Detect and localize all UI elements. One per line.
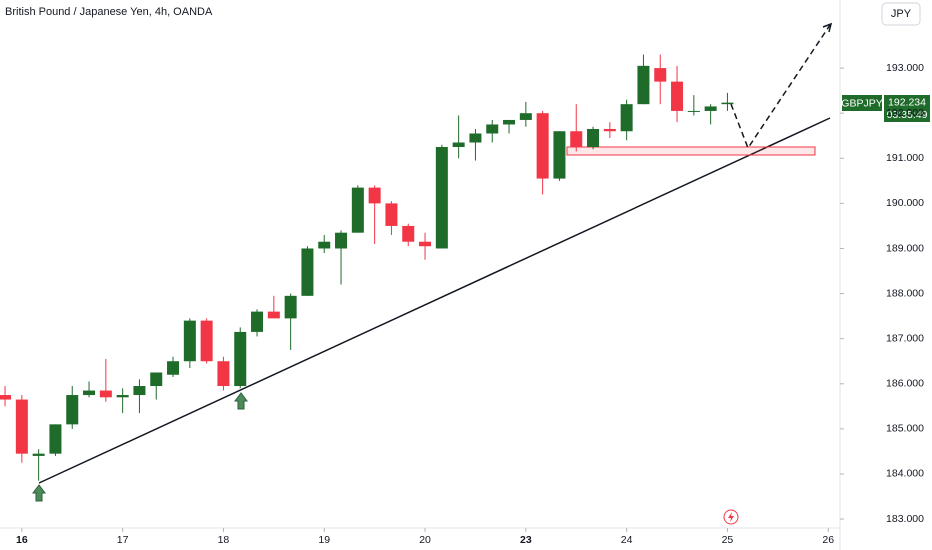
candle-body — [385, 203, 398, 226]
candle-body — [318, 241, 331, 249]
candle-body — [519, 113, 532, 120]
x-tick-label: 26 — [822, 534, 834, 546]
x-tick-label: 18 — [218, 534, 230, 546]
candles — [0, 54, 734, 481]
x-tick-label: 24 — [621, 534, 633, 546]
candle-body — [335, 232, 348, 249]
candle-body — [301, 248, 314, 296]
chart-title: British Pound / Japanese Yen, 4h, OANDA — [5, 6, 213, 18]
candle-body — [368, 187, 381, 204]
candle-body — [671, 81, 684, 111]
candle-body — [66, 395, 79, 425]
y-tick-label: 186.000 — [886, 378, 924, 390]
candle-body — [0, 395, 12, 400]
zone — [566, 146, 816, 156]
candle-body — [167, 361, 180, 375]
candle-body — [133, 386, 146, 396]
candle-body — [469, 133, 482, 143]
x-tick-label: 19 — [318, 534, 330, 546]
candle-body — [704, 106, 717, 111]
candle-body — [553, 131, 566, 179]
y-tick-label: 187.000 — [886, 332, 924, 344]
candle-body — [503, 119, 516, 125]
event-icon-bolt — [728, 512, 734, 522]
candle-body — [570, 131, 583, 148]
candle-body — [620, 104, 633, 132]
candle-body — [200, 320, 213, 362]
candle-body — [654, 68, 667, 82]
candle-body — [15, 399, 28, 454]
symbol-tag — [842, 95, 882, 111]
candle-body — [486, 124, 499, 134]
y-tick-label: 190.000 — [886, 197, 924, 209]
candle-body — [351, 187, 364, 233]
y-tick-label: 189.000 — [886, 242, 924, 254]
symbol-label: GBPJPY — [841, 97, 882, 109]
candle-body — [234, 331, 247, 387]
y-tick-label: 188.000 — [886, 287, 924, 299]
y-tick-label: 191.000 — [886, 152, 924, 164]
candle-body — [284, 295, 297, 319]
price-tag — [884, 95, 930, 122]
candle-body — [721, 102, 734, 105]
y-tick-label: 184.000 — [886, 468, 924, 480]
candle-body — [419, 241, 432, 247]
y-tick-label: 193.000 — [886, 62, 924, 74]
candle-body — [116, 395, 129, 398]
countdown: 03:35:49 — [887, 109, 928, 121]
currency-button[interactable] — [881, 2, 921, 26]
candle-body — [536, 113, 549, 179]
x-tick-label: 20 — [419, 534, 431, 546]
candle-body — [217, 361, 230, 387]
currency-label[interactable]: JPY — [891, 8, 912, 20]
candle-body — [150, 372, 163, 387]
candle-body — [251, 311, 264, 332]
candle-body — [435, 147, 448, 249]
x-tick-label: 23 — [520, 534, 532, 546]
projection — [730, 24, 831, 150]
up-arrow — [234, 392, 248, 410]
candle-body — [402, 225, 415, 242]
candle-body — [603, 128, 616, 132]
candle-body — [637, 65, 650, 105]
x-tick-label: 16 — [16, 534, 28, 546]
candle-body — [183, 320, 196, 362]
candle-body — [99, 390, 112, 398]
trendline — [38, 117, 831, 484]
candle-body — [687, 110, 700, 112]
candle-body — [83, 390, 96, 396]
arrow-head — [822, 22, 833, 33]
y-tick-label: 185.000 — [886, 423, 924, 435]
price-label: 192.234 — [888, 96, 926, 108]
candle-body — [32, 453, 45, 456]
x-tick-label: 25 — [722, 534, 734, 546]
y-tick-label: 192.000 — [886, 107, 924, 119]
x-tick-label: 17 — [117, 534, 129, 546]
y-tick-label: 183.000 — [886, 513, 924, 525]
candle-body — [267, 311, 280, 319]
candle-body — [452, 142, 465, 148]
candle-body — [587, 128, 600, 148]
up-arrow — [32, 484, 46, 502]
candle-body — [49, 424, 62, 454]
